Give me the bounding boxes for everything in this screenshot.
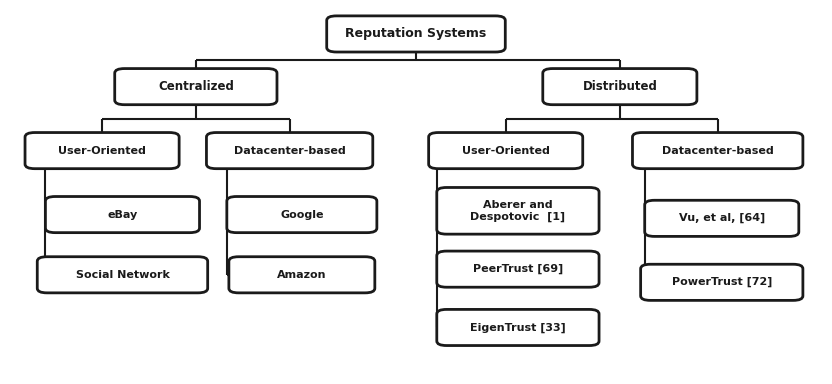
Text: Vu, et al, [64]: Vu, et al, [64] [679,213,765,223]
Text: Aberer and
Despotovic  [1]: Aberer and Despotovic [1] [470,200,566,222]
FancyBboxPatch shape [327,16,505,52]
Text: Datacenter-based: Datacenter-based [234,146,345,156]
Text: Amazon: Amazon [277,270,327,280]
Text: Centralized: Centralized [158,80,234,93]
Text: EigenTrust [33]: EigenTrust [33] [470,322,566,333]
Text: PowerTrust [72]: PowerTrust [72] [671,277,772,288]
FancyBboxPatch shape [542,69,697,105]
FancyBboxPatch shape [206,132,373,169]
Text: Distributed: Distributed [582,80,657,93]
FancyBboxPatch shape [428,132,582,169]
FancyBboxPatch shape [229,257,375,293]
FancyBboxPatch shape [46,197,200,233]
FancyBboxPatch shape [437,187,599,234]
Text: Datacenter-based: Datacenter-based [661,146,774,156]
FancyBboxPatch shape [227,197,377,233]
Text: User-Oriented: User-Oriented [58,146,146,156]
Text: PeerTrust [69]: PeerTrust [69] [473,264,563,274]
Text: Google: Google [280,210,324,220]
FancyBboxPatch shape [115,69,277,105]
Text: User-Oriented: User-Oriented [462,146,550,156]
FancyBboxPatch shape [645,200,799,237]
FancyBboxPatch shape [25,132,179,169]
FancyBboxPatch shape [641,264,803,300]
Text: eBay: eBay [107,210,137,220]
Text: Social Network: Social Network [76,270,170,280]
FancyBboxPatch shape [437,251,599,287]
FancyBboxPatch shape [37,257,208,293]
Text: Reputation Systems: Reputation Systems [345,27,487,40]
FancyBboxPatch shape [437,310,599,346]
FancyBboxPatch shape [632,132,803,169]
